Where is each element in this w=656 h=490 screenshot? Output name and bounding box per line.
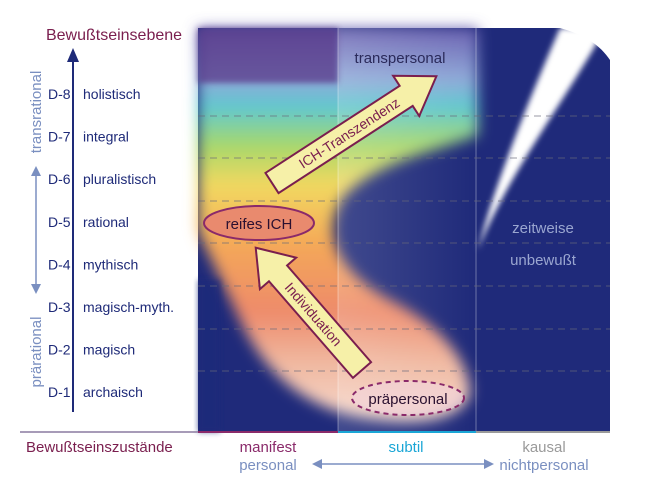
level-axis-arrow [67,48,79,412]
level-name: mythisch [83,256,138,272]
level-code: D-6 [48,171,71,187]
axis-title: Bewußtseinsebene [46,27,182,44]
level-name: magisch [83,342,135,358]
bracket-arrows [31,166,41,294]
level-name: rational [83,214,129,230]
unbewusst-label: unbewußt [510,252,577,269]
level-code: D-3 [48,299,71,315]
manifest-left-dark [198,280,220,432]
praepersonal-badge: präpersonal [351,380,465,416]
transpersonal-label: transpersonal [355,50,446,67]
zeitweise-label: zeitweise [512,220,574,237]
level-name: archaisch [83,384,143,400]
level-name: holistisch [83,86,141,102]
top-right-white [560,28,618,432]
nichtpersonal-label: nichtpersonal [499,457,588,474]
level-code: D-8 [48,86,71,102]
level-name: pluralistisch [83,171,156,187]
state-manifest: manifest [240,439,298,456]
level-labels: D-8 holistisch D-7 integral D-6 pluralistisch… [48,86,174,400]
praepersonal-label: präpersonal [368,391,447,408]
personal-label: personal [239,457,297,474]
level-name: integral [83,129,129,145]
boundary-glow [478,20,618,250]
state-subtil: subtil [388,439,423,456]
bracket-upper-label: transrational [28,71,45,154]
level-code: D-2 [48,342,71,358]
personal-range-arrow [312,459,494,469]
bracket-lower-label: prärational [28,317,45,388]
level-code: D-1 [48,384,71,400]
states-title: Bewußtseinszustände [26,439,173,456]
state-kausal: kausal [522,439,565,456]
reifes-ich-badge: reifes ICH [203,205,315,241]
manifest-top-band [198,28,338,83]
level-name: magisch-myth. [83,299,174,315]
level-code: D-7 [48,129,71,145]
level-gridlines [198,115,610,372]
reifes-ich-label: reifes ICH [226,216,293,233]
level-code: D-5 [48,214,71,230]
level-code: D-4 [48,256,71,272]
